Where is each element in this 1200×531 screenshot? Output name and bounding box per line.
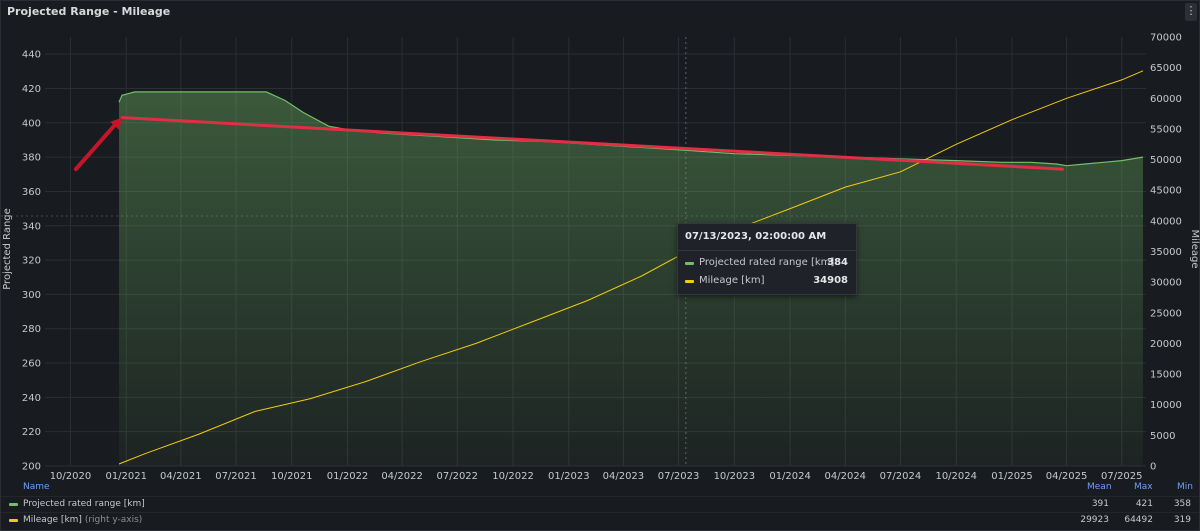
legend-header-mean[interactable]: Mean (1087, 482, 1112, 492)
legend-range-max: 421 (1135, 499, 1153, 509)
x-tick-label: 10/2022 (492, 471, 534, 481)
x-tick-label: 01/2023 (548, 471, 590, 481)
y2-tick-label: 30000 (1150, 278, 1182, 289)
x-tick-label: 01/2025 (991, 471, 1033, 481)
y2-tick-label: 15000 (1150, 370, 1182, 381)
y2-tick-label: 20000 (1150, 339, 1182, 350)
x-tick-label: 10/2020 (50, 471, 92, 481)
y-tick-label: 300 (22, 290, 41, 301)
legend-header-name[interactable]: Name (23, 482, 50, 492)
x-tick-label: 01/2024 (769, 471, 811, 481)
y-tick-label: 420 (22, 84, 41, 95)
annotation-arrow-head (110, 117, 122, 130)
right-axis-ticks: 0 5000 10000 15000 20000 25000 30000 35000 40000… (1150, 33, 1182, 473)
y2-tick-label: 5000 (1150, 431, 1175, 442)
x-tick-label: 04/2023 (603, 471, 645, 481)
left-axis-title: Projected Range (2, 208, 13, 290)
x-tick-label: 04/2021 (160, 471, 202, 481)
x-tick-label: 01/2022 (327, 471, 369, 481)
legend-mileage-name: Mileage [km] (right y-axis) (23, 515, 143, 525)
tooltip-range-swatch (685, 262, 694, 265)
line-chart[interactable]: 200220240260280300320340360380400420440 … (1, 1, 1200, 481)
y2-tick-label: 55000 (1150, 124, 1182, 135)
legend-range-min: 358 (1173, 499, 1191, 509)
annotation-arrow-shaft (73, 121, 118, 172)
tooltip-range-name: Projected rated range [km] (699, 257, 835, 268)
x-axis-ticks: 10/2020 01/2021 04/2021 07/2021 10/2021 01/20… (50, 471, 1143, 481)
x-tick-label: 04/2024 (825, 471, 867, 481)
y-tick-label: 440 (22, 50, 41, 61)
y-tick-label: 240 (22, 393, 41, 404)
y2-tick-label: 70000 (1150, 33, 1182, 44)
y2-tick-label: 25000 (1150, 308, 1182, 319)
legend-mileage-min: 319 (1173, 515, 1191, 525)
y-tick-label: 320 (22, 256, 41, 267)
legend-header-min[interactable]: Min (1177, 482, 1193, 492)
right-axis-title: Mileage (1189, 230, 1200, 269)
y2-tick-label: 35000 (1150, 247, 1182, 258)
y2-tick-label: 45000 (1150, 186, 1182, 197)
left-axis-ticks: 200 220 240 260 280 300 320 340 360 380 400 420 440 (22, 50, 41, 473)
y2-tick-label: 60000 (1150, 94, 1182, 105)
x-tick-label: 07/2025 (1101, 471, 1143, 481)
tooltip-row-range: Projected rated range [km] 384 (685, 257, 848, 271)
y-tick-label: 220 (22, 427, 41, 438)
y2-tick-label: 10000 (1150, 400, 1182, 411)
y-tick-label: 200 (22, 462, 41, 473)
y-tick-label: 400 (22, 118, 41, 129)
x-tick-label: 10/2024 (935, 471, 977, 481)
legend-row-mileage[interactable]: Mileage [km] (right y-axis) 29923 64492 … (1, 512, 1199, 528)
x-tick-label: 01/2021 (105, 471, 147, 481)
legend-mileage-swatch (9, 519, 18, 522)
y2-tick-label: 65000 (1150, 63, 1182, 74)
y2-tick-label: 40000 (1150, 216, 1182, 227)
tooltip-divider (678, 250, 856, 251)
legend-mileage-max: 64492 (1124, 515, 1153, 525)
legend-range-swatch (9, 503, 18, 506)
legend-header-max[interactable]: Max (1134, 482, 1153, 492)
y-tick-label: 380 (22, 153, 41, 164)
y2-tick-label: 50000 (1150, 155, 1182, 166)
tooltip-time: 07/13/2023, 02:00:00 AM (685, 231, 827, 242)
tooltip-mileage-value: 34908 (813, 275, 848, 286)
tooltip-row-mileage: Mileage [km] 34908 (685, 275, 848, 289)
legend-row-range[interactable]: Projected rated range [km] 391 421 358 (1, 496, 1199, 512)
y-tick-label: 360 (22, 187, 41, 198)
legend-header: Name Mean Max Min (1, 482, 1199, 494)
x-tick-label: 07/2024 (880, 471, 922, 481)
x-tick-label: 07/2023 (658, 471, 700, 481)
legend-range-name: Projected rated range [km] (23, 499, 145, 509)
series-layer (118, 70, 1144, 467)
x-tick-label: 10/2021 (271, 471, 313, 481)
tooltip-mileage-swatch (685, 280, 694, 283)
y-tick-label: 340 (22, 221, 41, 232)
panel-menu-icon[interactable]: ⋮ (1185, 3, 1197, 21)
x-tick-label: 04/2025 (1046, 471, 1088, 481)
mileage-series-line (118, 70, 1144, 465)
hover-tooltip: 07/13/2023, 02:00:00 AM Projected rated … (677, 223, 857, 295)
legend-range-mean: 391 (1091, 499, 1109, 509)
legend-mileage-mean: 29923 (1080, 515, 1109, 525)
tooltip-mileage-name: Mileage [km] (699, 275, 765, 286)
tooltip-range-value: 384 (827, 257, 848, 268)
x-tick-label: 07/2021 (215, 471, 257, 481)
range-area-fill (118, 91, 1144, 467)
x-tick-label: 07/2022 (436, 471, 478, 481)
y2-tick-label: 0 (1150, 462, 1156, 473)
y-tick-label: 260 (22, 359, 41, 370)
trend-line (120, 116, 1064, 171)
y-tick-label: 280 (22, 324, 41, 335)
x-tick-label: 04/2022 (381, 471, 423, 481)
x-tick-label: 10/2023 (714, 471, 756, 481)
panel-title: Projected Range - Mileage (7, 5, 171, 18)
